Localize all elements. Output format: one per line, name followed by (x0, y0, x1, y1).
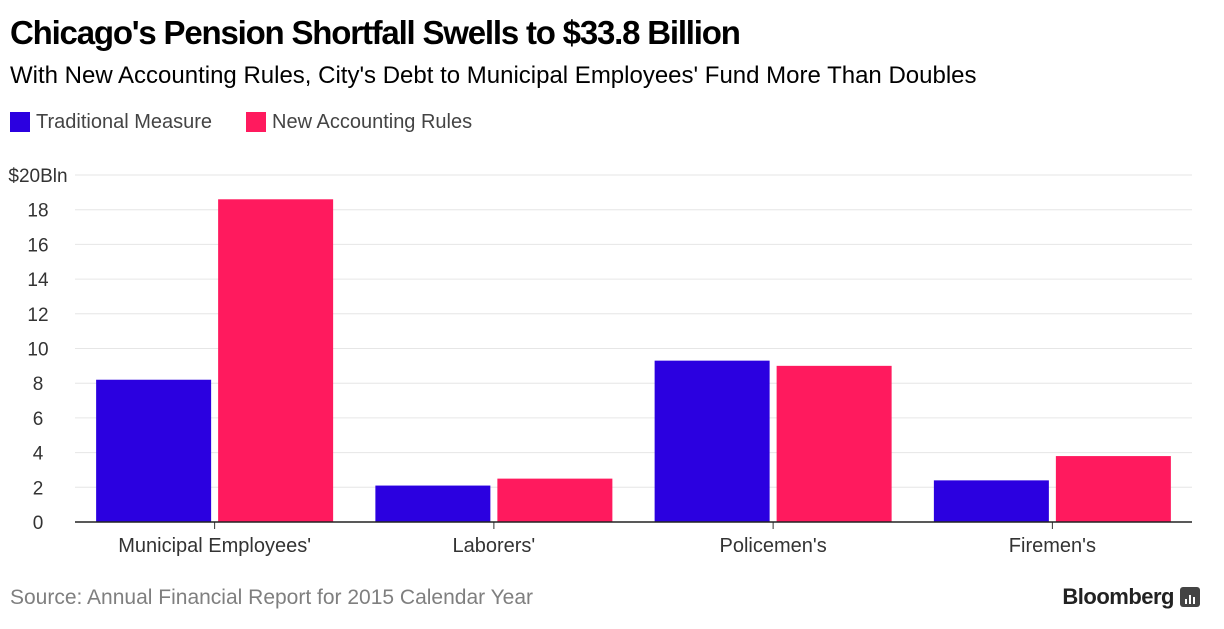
y-tick-label-14: 14 (27, 270, 49, 291)
bar-municipal-employees-traditional (96, 379, 212, 522)
legend-item-traditional: Traditional Measure (10, 111, 212, 134)
bar-policemen-s-new-rules (776, 365, 892, 522)
legend: Traditional Measure New Accounting Rules (10, 110, 506, 134)
x-tick-label-1: Laborers' (452, 535, 535, 557)
y-tick-label-4: 4 (33, 444, 44, 465)
y-tick-label-16: 16 (27, 235, 48, 256)
x-tick-label-0: Municipal Employees' (118, 535, 311, 557)
bar-laborers-traditional (375, 485, 491, 522)
brand-logo: Bloomberg (1062, 584, 1200, 610)
y-tick-label-8: 8 (33, 374, 44, 395)
y-tick-label-10: 10 (27, 340, 48, 361)
chart-title: Chicago's Pension Shortfall Swells to $3… (10, 14, 741, 51)
y-tick-label-0: 0 (33, 513, 44, 534)
bloomberg-terminal-icon (1180, 587, 1200, 607)
legend-label-traditional: Traditional Measure (36, 110, 213, 133)
legend-swatch-new-rules (246, 112, 267, 132)
x-tick-label-3: Firemen's (1009, 535, 1096, 557)
bar-chart: 0 2 4 6 8 10 12 14 16 18 $20Bln Municipal Employees… (8, 166, 1192, 557)
bar-policemen-s-traditional (654, 360, 770, 522)
y-tick-label-20: $20Bln (8, 166, 67, 187)
brand-name: Bloomberg (1062, 584, 1174, 609)
x-tick-label-2: Policemen's (720, 535, 827, 557)
legend-label-new-rules: New Accounting Rules (272, 110, 473, 133)
bar-firemen-s-new-rules (1055, 456, 1171, 522)
bar-municipal-employees-new-rules (218, 199, 334, 522)
chart-subtitle: With New Accounting Rules, City's Debt t… (10, 62, 977, 89)
bar-laborers-new-rules (497, 478, 613, 522)
bar-firemen-s-traditional (933, 480, 1049, 522)
source-note: Source: Annual Financial Report for 2015… (10, 586, 534, 609)
y-tick-label-12: 12 (27, 305, 48, 326)
y-tick-label-6: 6 (33, 409, 44, 430)
y-tick-label-18: 18 (27, 201, 48, 222)
legend-item-new-rules: New Accounting Rules (246, 111, 472, 134)
y-tick-label-2: 2 (33, 478, 44, 499)
legend-swatch-traditional (10, 112, 30, 132)
